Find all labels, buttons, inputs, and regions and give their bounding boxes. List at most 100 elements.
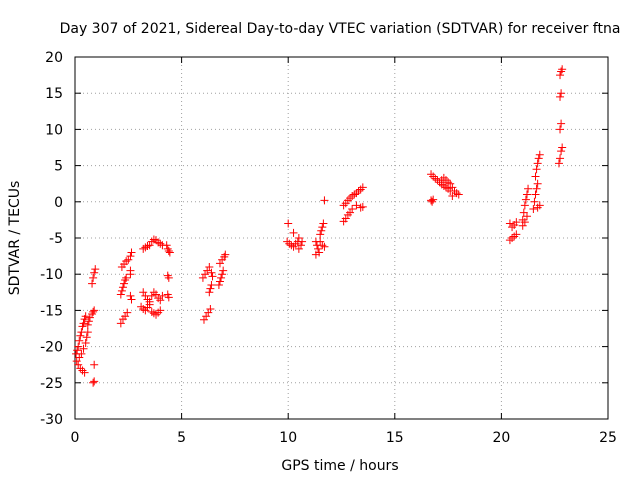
data-point: [296, 241, 305, 250]
data-point: [522, 212, 531, 221]
data-point: [215, 277, 224, 286]
data-point: [122, 257, 131, 266]
data-point: [557, 119, 566, 128]
data-point: [318, 223, 327, 232]
data-point: [320, 242, 329, 251]
data-point: [287, 241, 296, 250]
data-point: [90, 306, 99, 315]
data-point: [126, 266, 135, 275]
data-point: [531, 190, 540, 199]
data-point: [127, 248, 136, 257]
data-point: [204, 308, 213, 317]
data-point: [298, 237, 307, 246]
data-point: [556, 71, 565, 80]
data-point: [317, 226, 326, 235]
data-point: [162, 241, 171, 250]
data-point: [76, 331, 85, 340]
data-point: [448, 192, 457, 201]
data-point: [83, 320, 92, 329]
data-point: [520, 218, 529, 227]
data-point: [205, 288, 214, 297]
data-point: [203, 266, 212, 275]
data-point: [341, 214, 350, 223]
data-point: [88, 279, 97, 288]
data-point: [164, 247, 173, 256]
data-point: [348, 205, 357, 214]
data-point: [557, 89, 566, 98]
data-point: [319, 219, 328, 228]
data-point: [358, 183, 367, 192]
data-point: [201, 270, 210, 279]
data-point: [207, 281, 216, 290]
data-point: [79, 319, 88, 328]
data-point: [519, 208, 528, 217]
data-point: [520, 201, 529, 210]
x-tick-label: 15: [386, 430, 404, 446]
data-point: [556, 92, 565, 101]
data-point: [524, 184, 533, 193]
data-point: [164, 293, 173, 302]
data-point: [289, 228, 298, 237]
data-point: [89, 307, 98, 316]
data-point: [221, 250, 230, 259]
grid: [75, 57, 608, 419]
data-point: [534, 154, 543, 163]
data-point: [199, 315, 208, 324]
x-tick-label: 0: [71, 430, 80, 446]
y-axis-label: SDTVAR / TECUs: [7, 181, 23, 296]
data-point: [218, 270, 227, 279]
data-point: [508, 234, 517, 242]
data-point: [521, 195, 530, 204]
data-point: [116, 319, 125, 328]
x-tick-label: 20: [492, 430, 510, 446]
y-tick-label: 0: [54, 195, 63, 211]
data-point: [446, 179, 455, 188]
data-point: [145, 241, 154, 250]
data-point: [207, 268, 216, 277]
data-point: [149, 235, 158, 244]
data-point: [74, 342, 83, 351]
data-point: [79, 344, 88, 353]
data-point: [356, 203, 365, 212]
data-point: [81, 338, 90, 347]
data-point: [75, 336, 84, 345]
data-point: [532, 165, 541, 174]
x-tick-label: 5: [177, 430, 186, 446]
data-point: [284, 219, 293, 228]
data-point: [557, 147, 566, 156]
data-point: [529, 205, 538, 214]
data-point: [439, 181, 448, 190]
data-point: [427, 196, 436, 205]
data-point: [90, 360, 99, 369]
data-point: [294, 244, 303, 253]
data-point: [352, 201, 361, 210]
data-point: [126, 291, 135, 300]
data-point: [512, 230, 521, 239]
data-point: [505, 219, 514, 228]
data-point: [205, 262, 214, 271]
data-point: [533, 159, 542, 168]
data-point: [444, 178, 453, 187]
x-axis-label: GPS time / hours: [281, 458, 398, 474]
data-point: [126, 252, 135, 261]
data-points: [72, 65, 567, 387]
data-point: [533, 179, 542, 188]
data-point: [206, 304, 215, 313]
data-point: [452, 189, 461, 198]
y-tick-label: -30: [40, 412, 63, 428]
data-point: [512, 218, 521, 227]
data-point: [215, 259, 224, 268]
data-point: [154, 238, 163, 247]
data-point: [147, 307, 156, 316]
data-point: [89, 273, 98, 282]
data-point: [90, 268, 99, 277]
data-point: [139, 288, 148, 297]
data-point: [82, 333, 91, 342]
data-point: [350, 190, 359, 199]
data-point: [91, 265, 100, 274]
x-tick-label: 10: [279, 430, 297, 446]
data-point: [139, 304, 148, 313]
data-point: [429, 195, 438, 204]
y-tick-label: 20: [45, 50, 63, 66]
data-point: [318, 241, 327, 250]
